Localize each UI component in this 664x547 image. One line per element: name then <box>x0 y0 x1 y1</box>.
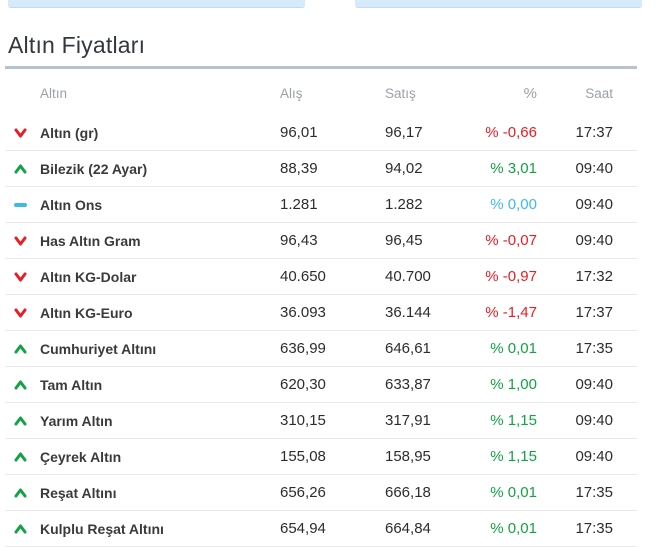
down-arrow-icon <box>14 128 27 138</box>
table-row[interactable]: Altın KG-Euro 36.093 36.144 % -1,47 17:3… <box>5 295 637 331</box>
header-buy: Alış <box>280 85 303 101</box>
table-row[interactable]: Yarım Altın 310,15 317,91 % 1,15 09:40 <box>5 403 637 439</box>
gold-price-table: Altın Alış Satış % Saat Altın (gr) 96,01… <box>5 69 637 547</box>
sell-price: 96,17 <box>385 124 423 141</box>
down-arrow-icon <box>14 308 27 318</box>
sell-price: 646,61 <box>385 340 431 357</box>
table-row[interactable]: Altın KG-Dolar 40.650 40.700 % -0,97 17:… <box>5 259 637 295</box>
up-arrow-icon <box>14 416 27 426</box>
sell-price: 666,18 <box>385 484 431 501</box>
table-row[interactable]: Cumhuriyet Altını 636,99 646,61 % 0,01 1… <box>5 331 637 367</box>
buy-price: 96,43 <box>280 232 318 249</box>
percent-change: % -0,07 <box>485 232 537 249</box>
row-name: Bilezik (22 Ayar) <box>40 160 148 177</box>
title-divider <box>5 66 637 69</box>
percent-change: % 0,01 <box>490 520 537 537</box>
table-row[interactable]: Çeyrek Altın 155,08 158,95 % 1,15 09:40 <box>5 439 637 475</box>
row-name: Çeyrek Altın <box>40 448 122 465</box>
table-row[interactable]: Altın Ons 1.281 1.282 % 0,00 09:40 <box>5 187 637 223</box>
table-row[interactable]: Has Altın Gram 96,43 96,45 % -0,07 09:40 <box>5 223 637 259</box>
header-name: Altın <box>40 85 68 101</box>
percent-change: % -0,97 <box>485 268 537 285</box>
up-arrow-icon <box>14 380 27 390</box>
row-name: Kulplu Reşat Altını <box>40 520 164 537</box>
update-time: 09:40 <box>575 412 613 429</box>
update-time: 09:40 <box>575 232 613 249</box>
table-row[interactable]: Kulplu Reşat Altını 654,94 664,84 % 0,01… <box>5 511 637 547</box>
percent-change: % 3,01 <box>490 160 537 177</box>
row-name: Tam Altın <box>40 376 103 393</box>
row-name: Yarım Altın <box>40 412 113 429</box>
up-arrow-icon <box>14 452 27 462</box>
down-arrow-icon <box>14 236 27 246</box>
table-row[interactable]: Bilezik (22 Ayar) 88,39 94,02 % 3,01 09:… <box>5 151 637 187</box>
table-header-row: Altın Alış Satış % Saat <box>5 69 637 115</box>
row-name: Altın KG-Euro <box>40 304 133 321</box>
sell-price: 317,91 <box>385 412 431 429</box>
header-percent: % <box>523 84 537 102</box>
row-name: Cumhuriyet Altını <box>40 340 157 357</box>
update-time: 17:35 <box>575 520 613 537</box>
up-arrow-icon <box>14 344 27 354</box>
buy-price: 96,01 <box>280 124 318 141</box>
percent-change: % 1,15 <box>490 448 537 465</box>
percent-change: % 0,01 <box>490 340 537 357</box>
header-time: Saat <box>585 85 613 101</box>
sell-price: 633,87 <box>385 376 431 393</box>
sell-price: 40.700 <box>385 268 431 285</box>
row-name: Has Altın Gram <box>40 232 141 249</box>
buy-price: 1.281 <box>280 196 318 213</box>
top-tab-left[interactable] <box>8 0 305 8</box>
down-arrow-icon <box>14 272 27 282</box>
gold-table-body: Altın (gr) 96,01 96,17 % -0,66 17:37 Bil… <box>5 115 637 547</box>
percent-change: % 0,00 <box>490 196 537 213</box>
buy-price: 620,30 <box>280 376 326 393</box>
update-time: 17:32 <box>575 268 613 285</box>
row-name: Altın KG-Dolar <box>40 268 137 285</box>
flat-dash-icon <box>14 202 27 207</box>
buy-price: 40.650 <box>280 268 326 285</box>
percent-change: % 1,15 <box>490 412 537 429</box>
buy-price: 155,08 <box>280 448 326 465</box>
sell-price: 1.282 <box>385 196 423 213</box>
update-time: 09:40 <box>575 448 613 465</box>
up-arrow-icon <box>14 524 27 534</box>
buy-price: 636,99 <box>280 340 326 357</box>
percent-change: % 1,00 <box>490 376 537 393</box>
header-sell: Satış <box>385 85 416 101</box>
percent-change: % -1,47 <box>485 304 537 321</box>
update-time: 17:37 <box>575 304 613 321</box>
sell-price: 158,95 <box>385 448 431 465</box>
update-time: 17:35 <box>575 484 613 501</box>
sell-price: 94,02 <box>385 160 423 177</box>
update-time: 17:35 <box>575 340 613 357</box>
update-time: 09:40 <box>575 160 613 177</box>
update-time: 17:37 <box>575 124 613 141</box>
sell-price: 96,45 <box>385 232 423 249</box>
buy-price: 36.093 <box>280 304 326 321</box>
row-name: Altın (gr) <box>40 124 99 141</box>
row-name: Altın Ons <box>40 196 103 213</box>
table-row[interactable]: Tam Altın 620,30 633,87 % 1,00 09:40 <box>5 367 637 403</box>
gold-prices-panel: Altın Fiyatları Altın Alış Satış % Saat … <box>5 7 637 547</box>
up-arrow-icon <box>14 488 27 498</box>
buy-price: 310,15 <box>280 412 326 429</box>
page-title: Altın Fiyatları <box>8 32 146 58</box>
table-row[interactable]: Reşat Altını 656,26 666,18 % 0,01 17:35 <box>5 475 637 511</box>
up-arrow-icon <box>14 164 27 174</box>
percent-change: % 0,01 <box>490 484 537 501</box>
top-tab-right[interactable] <box>355 0 642 8</box>
table-row[interactable]: Altın (gr) 96,01 96,17 % -0,66 17:37 <box>5 115 637 151</box>
sell-price: 36.144 <box>385 304 431 321</box>
buy-price: 654,94 <box>280 520 326 537</box>
update-time: 09:40 <box>575 376 613 393</box>
buy-price: 656,26 <box>280 484 326 501</box>
percent-change: % -0,66 <box>485 124 537 141</box>
update-time: 09:40 <box>575 196 613 213</box>
row-name: Reşat Altını <box>40 484 117 501</box>
sell-price: 664,84 <box>385 520 431 537</box>
buy-price: 88,39 <box>280 160 318 177</box>
